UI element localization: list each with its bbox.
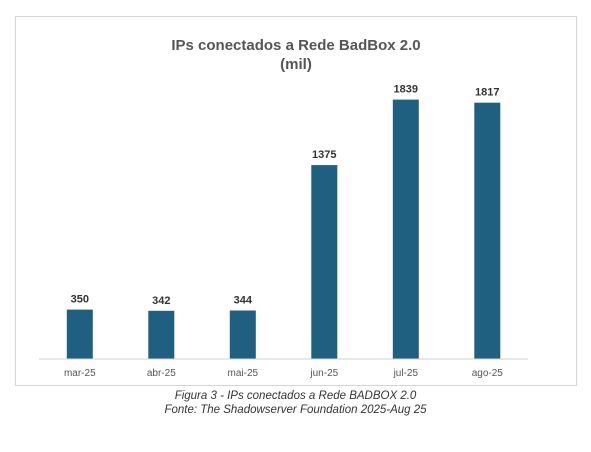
data-label-mar-25: 350 bbox=[71, 294, 89, 306]
bar-chart: IPs conectados a Rede BadBox 2.0 (mil) 3… bbox=[39, 37, 528, 379]
figure-source: Fonte: The Shadowserver Foundation 2025-… bbox=[164, 404, 427, 416]
x-tick-mar-25: mar-25 bbox=[64, 368, 96, 379]
bar-ago-25 bbox=[474, 102, 501, 359]
x-tick-jun-25: jun-25 bbox=[309, 368, 338, 379]
chart-frame: IPs conectados a Rede BadBox 2.0 (mil) 3… bbox=[15, 16, 577, 386]
x-tick-labels: mar-25 abr-25 mai-25 jun-25 jul-25 ago-25 bbox=[64, 368, 503, 379]
x-tick-jul-25: jul-25 bbox=[393, 368, 419, 379]
bar-mai-25 bbox=[229, 310, 256, 359]
x-tick-abr-25: abr-25 bbox=[147, 368, 176, 379]
data-label-abr-25: 342 bbox=[152, 295, 170, 307]
bars-group: 350 342 344 1375 1839 1817 bbox=[66, 84, 501, 359]
data-label-jul-25: 1839 bbox=[394, 84, 418, 96]
data-label-ago-25: 1817 bbox=[475, 87, 499, 99]
bar-mar-25 bbox=[66, 309, 93, 359]
x-tick-ago-25: ago-25 bbox=[472, 368, 504, 379]
chart-title: IPs conectados a Rede BadBox 2.0 bbox=[171, 37, 420, 54]
bar-jul-25 bbox=[392, 99, 419, 359]
data-label-mai-25: 344 bbox=[234, 295, 253, 307]
bar-jun-25 bbox=[311, 165, 338, 359]
bar-abr-25 bbox=[148, 310, 175, 359]
x-tick-mai-25: mai-25 bbox=[228, 368, 259, 379]
chart-subtitle: (mil) bbox=[280, 56, 312, 73]
figure-caption: Figura 3 - IPs conectados a Rede BADBOX … bbox=[174, 390, 417, 402]
data-label-jun-25: 1375 bbox=[312, 149, 336, 161]
